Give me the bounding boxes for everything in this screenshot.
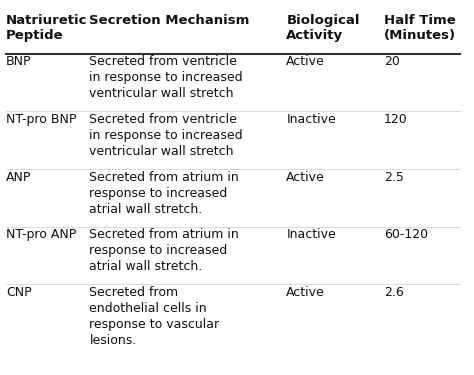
Text: 2.5: 2.5 — [383, 171, 403, 184]
Text: NT-pro BNP: NT-pro BNP — [6, 113, 76, 126]
Text: Secreted from ventricle
in response to increased
ventricular wall stretch: Secreted from ventricle in response to i… — [90, 113, 243, 158]
Text: 2.6: 2.6 — [383, 286, 403, 299]
Text: Secreted from atrium in
response to increased
atrial wall stretch.: Secreted from atrium in response to incr… — [90, 228, 239, 273]
Text: Secreted from ventricle
in response to increased
ventricular wall stretch: Secreted from ventricle in response to i… — [90, 56, 243, 100]
Text: Active: Active — [286, 286, 325, 299]
Text: NT-pro ANP: NT-pro ANP — [6, 228, 76, 242]
Text: 120: 120 — [383, 113, 408, 126]
Text: Active: Active — [286, 56, 325, 68]
Text: Secreted from
endothelial cells in
response to vascular
lesions.: Secreted from endothelial cells in respo… — [90, 286, 219, 347]
Text: Inactive: Inactive — [286, 228, 336, 242]
Text: 60-120: 60-120 — [383, 228, 428, 242]
Text: 20: 20 — [383, 56, 400, 68]
Text: Secreted from atrium in
response to increased
atrial wall stretch.: Secreted from atrium in response to incr… — [90, 171, 239, 216]
Text: CNP: CNP — [6, 286, 32, 299]
Text: ANP: ANP — [6, 171, 31, 184]
Text: Natriuretic
Peptide: Natriuretic Peptide — [6, 14, 88, 42]
Text: Active: Active — [286, 171, 325, 184]
Text: Biological
Activity: Biological Activity — [286, 14, 360, 42]
Text: Half Time
(Minutes): Half Time (Minutes) — [383, 14, 456, 42]
Text: BNP: BNP — [6, 56, 32, 68]
Text: Inactive: Inactive — [286, 113, 336, 126]
Text: Secretion Mechanism: Secretion Mechanism — [90, 14, 250, 27]
